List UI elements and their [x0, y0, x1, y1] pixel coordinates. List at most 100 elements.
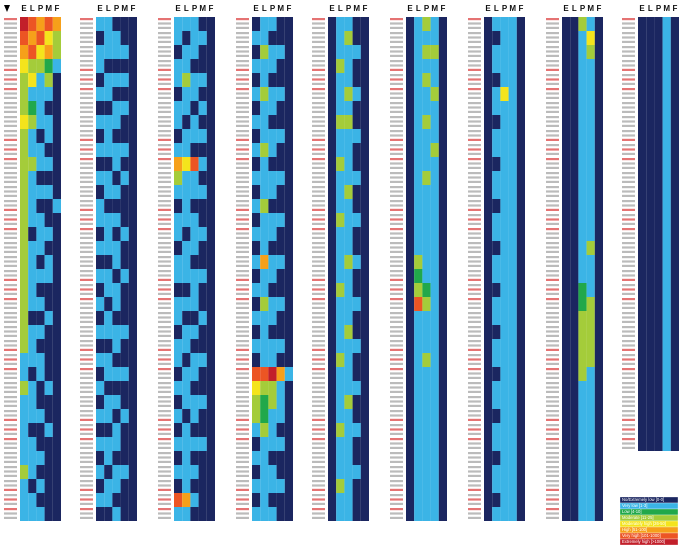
- heat-cell: [104, 213, 113, 227]
- heat-cell: [96, 17, 105, 31]
- heat-cell: [438, 465, 447, 479]
- heat-cell: [328, 325, 337, 339]
- heat-cell: [670, 59, 679, 73]
- heat-cell: [198, 255, 207, 269]
- gene-label: [390, 180, 403, 183]
- heat-cell: [44, 423, 53, 437]
- gene-label: [622, 442, 635, 445]
- heat-cell: [276, 227, 285, 241]
- heat-cell: [336, 395, 345, 409]
- gene-label: [158, 480, 171, 483]
- heat-cell: [206, 493, 215, 507]
- gene-label: [4, 410, 17, 413]
- heat-cell: [586, 17, 595, 31]
- gene-label: [312, 228, 325, 231]
- heat-cell: [206, 227, 215, 241]
- heat-cell: [52, 395, 61, 409]
- heat-cell: [360, 297, 369, 311]
- heat-cell: [638, 59, 647, 73]
- heat-cell: [654, 395, 663, 409]
- heat-cell: [328, 17, 337, 31]
- heat-cell: [120, 255, 129, 269]
- heat-cell: [112, 199, 121, 213]
- heat-cell: [190, 493, 199, 507]
- gene-label: [80, 124, 93, 127]
- heat-cell: [182, 87, 191, 101]
- gene-label: [390, 508, 403, 511]
- heat-cell: [422, 115, 431, 129]
- gene-label: [80, 214, 93, 217]
- column-header: F: [672, 4, 677, 13]
- gene-label: [390, 278, 403, 281]
- heat-cell: [284, 157, 293, 171]
- gene-label: [312, 306, 325, 309]
- heat-cell: [112, 465, 121, 479]
- gene-label: [80, 344, 93, 347]
- heat-cell: [36, 423, 45, 437]
- gene-label: [622, 46, 635, 49]
- gene-label: [312, 236, 325, 239]
- gene-label: [546, 50, 559, 53]
- heat-cell: [646, 227, 655, 241]
- heat-cell: [174, 283, 183, 297]
- heat-cell: [206, 157, 215, 171]
- heat-cell: [516, 59, 525, 73]
- heat-cell: [562, 353, 571, 367]
- gene-label: [80, 270, 93, 273]
- gene-label: [312, 400, 325, 403]
- heat-cell: [198, 297, 207, 311]
- heat-cell: [120, 451, 129, 465]
- heat-cell: [414, 199, 423, 213]
- heat-cell: [414, 423, 423, 437]
- column-header: P: [580, 4, 586, 13]
- heat-cell: [206, 101, 215, 115]
- heat-cell: [268, 507, 277, 521]
- heat-cell: [128, 87, 137, 101]
- gene-label: [546, 200, 559, 203]
- heat-cell: [104, 423, 113, 437]
- heat-cell: [44, 493, 53, 507]
- heat-cell: [36, 241, 45, 255]
- gene-label: [80, 236, 93, 239]
- heat-cell: [646, 381, 655, 395]
- heat-cell: [268, 381, 277, 395]
- heat-cell: [36, 227, 45, 241]
- heat-cell: [670, 101, 679, 115]
- heat-cell: [430, 115, 439, 129]
- gene-label: [390, 418, 403, 421]
- gene-label: [80, 498, 93, 501]
- heat-cell: [570, 367, 579, 381]
- heat-cell: [662, 437, 671, 451]
- gene-label: [236, 134, 249, 137]
- heat-cell: [268, 213, 277, 227]
- heat-cell: [586, 199, 595, 213]
- gene-label: [312, 390, 325, 393]
- heat-cell: [360, 17, 369, 31]
- heat-cell: [120, 507, 129, 521]
- heat-cell: [182, 367, 191, 381]
- heat-cell: [28, 297, 37, 311]
- heat-cell: [336, 241, 345, 255]
- gene-label: [622, 22, 635, 25]
- heat-cell: [562, 283, 571, 297]
- heat-cell: [36, 115, 45, 129]
- heat-cell: [276, 311, 285, 325]
- gene-label: [236, 106, 249, 109]
- gene-label: [80, 228, 93, 231]
- gene-label: [622, 40, 635, 43]
- gene-label: [236, 502, 249, 505]
- gene-label: [622, 166, 635, 169]
- column-header: L: [30, 4, 35, 13]
- heat-cell: [570, 157, 579, 171]
- gene-label: [546, 302, 559, 305]
- gene-label: [546, 218, 559, 221]
- heat-cell: [182, 213, 191, 227]
- gene-label: [4, 344, 17, 347]
- heat-cell: [104, 381, 113, 395]
- heat-cell: [422, 311, 431, 325]
- heat-cell: [646, 297, 655, 311]
- heat-cell: [508, 241, 517, 255]
- gene-label: [546, 508, 559, 511]
- gene-label: [312, 494, 325, 497]
- column-header: E: [407, 4, 413, 13]
